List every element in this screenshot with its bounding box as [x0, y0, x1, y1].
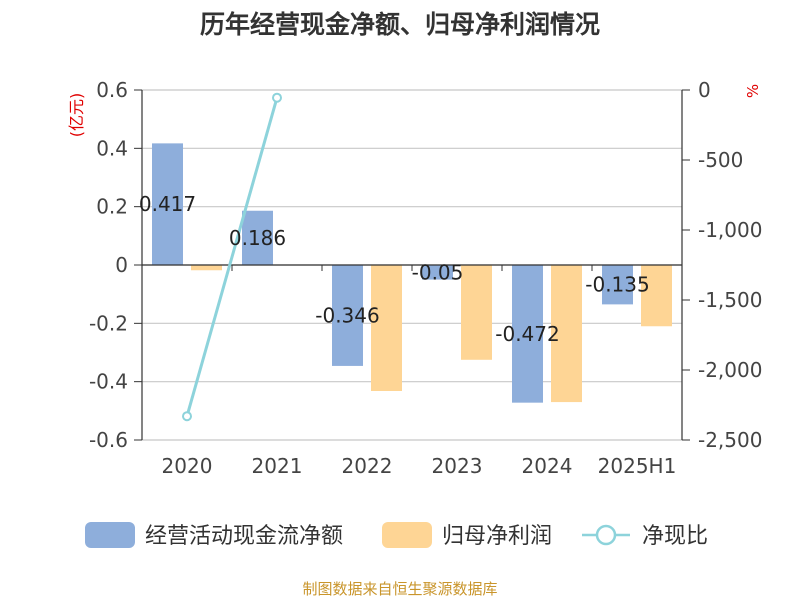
legend-swatch	[382, 522, 432, 548]
cashflow-bar-2021	[242, 210, 273, 265]
legend-label: 归母净利润	[442, 524, 552, 549]
right-tick-label: -1,000	[694, 218, 762, 242]
netprofit-bar-2020	[191, 265, 222, 271]
left-tick-label: 0.4	[96, 136, 128, 160]
left-tick-label: 0	[115, 253, 128, 277]
netprofit-bar-2022	[371, 265, 402, 391]
cashflow-bar-2022	[332, 265, 363, 366]
cashflow-bar-2024	[512, 265, 543, 403]
legend-label: 净现比	[642, 524, 708, 549]
legend: 经营活动现金流净额 归母净利润 净现比	[85, 522, 708, 549]
right-tick-label: 0	[694, 78, 711, 102]
bars-layer	[152, 143, 672, 403]
source-note: 制图数据来自恒生聚源数据库	[302, 580, 497, 598]
category-label: 2024	[522, 454, 573, 478]
category-label: 2022	[342, 454, 393, 478]
category-label: 2025H1	[598, 454, 677, 478]
left-tick-label: -0.2	[89, 311, 128, 335]
left-tick-label: 0.6	[96, 78, 128, 102]
cashflow-data-label: -0.346	[315, 303, 379, 327]
cashflow-data-label: 0.186	[229, 226, 286, 250]
ratio-point	[272, 92, 282, 103]
ratio-point	[182, 411, 192, 422]
category-label: 2020	[162, 454, 213, 478]
axes: 0.6 0.4 0.2 0 -0.2 -0.4 -0.6 0 -500 -1,000 -1,…	[89, 78, 763, 478]
data-labels: 0.417 0.186 -0.346 -0.05 -0.472 -0.135	[139, 192, 650, 346]
right-tick-label: -1,500	[694, 288, 762, 312]
cashflow-bar-2020	[152, 143, 183, 265]
legend-marker	[595, 524, 617, 546]
cashflow-data-label: 0.417	[139, 192, 196, 216]
ratio-line-layer	[182, 92, 282, 422]
right-axis-unit: %	[744, 84, 762, 98]
netprofit-bar-2024	[551, 265, 582, 403]
right-tick-label: -500	[694, 148, 743, 172]
cashflow-data-label: -0.05	[412, 260, 464, 284]
netprofit-bar-2025h1	[641, 265, 672, 327]
ratio-line	[185, 97, 279, 417]
left-tick-label: -0.6	[89, 428, 128, 452]
cashflow-data-label: -0.472	[495, 322, 559, 346]
chart-title: 历年经营现金净额、归母净利润情况	[200, 10, 600, 39]
legend-swatch	[85, 522, 135, 548]
left-tick-label: 0.2	[96, 195, 128, 219]
left-axis-unit: (亿元)	[67, 93, 86, 138]
cashflow-bar-2023	[422, 265, 453, 280]
legend-label: 经营活动现金流净额	[145, 524, 343, 549]
cashflow-data-label: -0.135	[585, 273, 649, 297]
left-tick-label: -0.4	[89, 370, 128, 394]
netprofit-bar-2023	[461, 265, 492, 360]
category-label: 2021	[252, 454, 303, 478]
category-label: 2023	[432, 454, 483, 478]
right-tick-label: -2,500	[694, 428, 762, 452]
right-tick-label: -2,000	[694, 358, 762, 382]
cashflow-bar-2025h1	[602, 265, 633, 305]
